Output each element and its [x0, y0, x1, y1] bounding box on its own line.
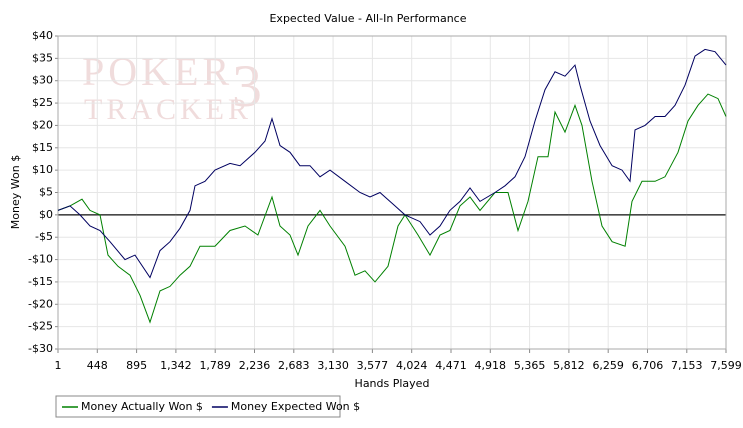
y-tick-label: -$20 [28, 297, 53, 310]
y-axis-label: Money Won $ [9, 155, 22, 229]
x-tick-label: 895 [126, 359, 147, 372]
legend-box [55, 395, 341, 418]
legend-label: Money Expected Won $ [231, 400, 360, 413]
chart-title: Expected Value - All-In Performance [269, 12, 466, 25]
x-tick-label: 3,577 [357, 359, 389, 372]
watermark: POKER [82, 49, 233, 94]
plot-border [57, 35, 727, 350]
watermark: TRACKER [84, 93, 252, 126]
y-tick-label: $10 [32, 163, 53, 176]
y-tick-label: -$25 [28, 320, 53, 333]
watermark: 3 [232, 53, 266, 119]
x-tick-label: 1 [55, 359, 62, 372]
legend-label: Money Actually Won $ [81, 400, 203, 413]
x-tick-label: 6,706 [632, 359, 664, 372]
y-tick-label: -$15 [28, 275, 53, 288]
x-tick-label: 5,812 [553, 359, 585, 372]
x-tick-label: 2,236 [239, 359, 271, 372]
x-tick-label: 5,365 [514, 359, 546, 372]
x-axis-label: Hands Played [355, 377, 430, 390]
y-tick-label: $15 [32, 141, 53, 154]
series-line [57, 48, 727, 279]
x-tick-label: 7,599 [710, 359, 742, 372]
x-tick-label: 4,024 [396, 359, 428, 372]
x-tick-label: 448 [87, 359, 108, 372]
x-tick-label: 7,153 [671, 359, 703, 372]
y-tick-label: $25 [32, 96, 53, 109]
x-tick-label: 6,259 [592, 359, 624, 372]
y-tick-label: -$5 [35, 230, 53, 243]
x-tick-label: 1,789 [199, 359, 231, 372]
y-tick-label: $40 [32, 29, 53, 42]
x-tick-label: 3,130 [317, 359, 349, 372]
x-tick-label: 4,918 [475, 359, 507, 372]
x-tick-label: 2,683 [278, 359, 310, 372]
y-tick-label: $5 [39, 186, 53, 199]
y-tick-label: -$30 [28, 342, 53, 355]
y-tick-label: $20 [32, 118, 53, 131]
y-tick-label: $30 [32, 74, 53, 87]
x-tick-label: 4,471 [435, 359, 467, 372]
legend: Money Actually Won $ Money Expected Won $ [55, 395, 360, 418]
x-tick-label: 1,342 [160, 359, 192, 372]
y-tick-label: -$10 [28, 253, 53, 266]
series-line [57, 93, 727, 324]
y-tick-label: $35 [32, 51, 53, 64]
y-tick-label: $0 [39, 208, 53, 221]
